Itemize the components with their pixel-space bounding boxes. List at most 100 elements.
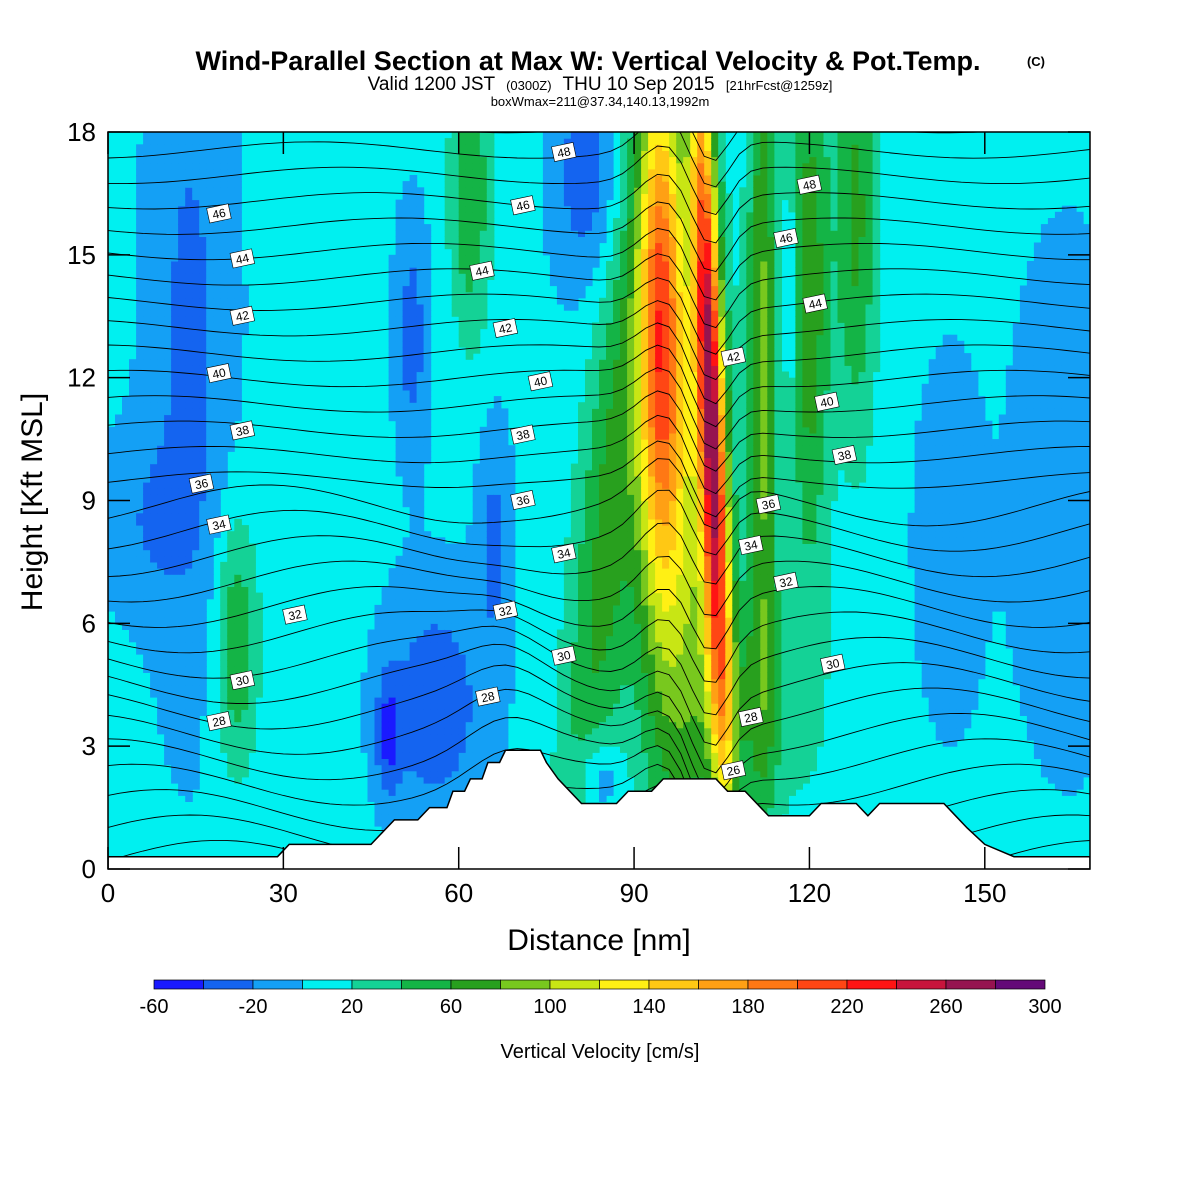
- velocity-cell: [627, 340, 635, 348]
- velocity-cell: [164, 525, 172, 532]
- velocity-cell: [599, 426, 607, 434]
- velocity-cell: [472, 715, 481, 723]
- velocity-cell: [662, 574, 670, 581]
- velocity-cell: [570, 267, 579, 274]
- velocity-cell: [241, 709, 249, 716]
- velocity-cell: [227, 267, 235, 274]
- velocity-cell: [634, 740, 642, 747]
- velocity-cell: [578, 175, 586, 182]
- velocity-cell: [416, 807, 425, 815]
- velocity-cell: [479, 531, 488, 538]
- velocity-cell: [500, 623, 509, 630]
- velocity-cell: [592, 138, 600, 145]
- velocity-cell: [178, 611, 186, 618]
- velocity-cell: [613, 568, 621, 575]
- velocity-cell: [409, 801, 418, 809]
- velocity-cell: [556, 746, 565, 753]
- velocity-cell: [164, 420, 172, 428]
- velocity-cell: [662, 181, 670, 188]
- velocity-cell: [563, 181, 572, 188]
- velocity-cell: [634, 525, 642, 532]
- velocity-cell: [192, 242, 200, 250]
- velocity-cell: [150, 168, 158, 176]
- velocity-cell: [129, 396, 137, 403]
- velocity-cell: [402, 795, 411, 802]
- velocity-cell: [143, 359, 151, 366]
- velocity-cell: [648, 598, 656, 606]
- velocity-cell: [416, 518, 425, 526]
- velocity-cell: [192, 776, 200, 784]
- velocity-cell: [171, 340, 179, 348]
- velocity-cell: [136, 500, 144, 508]
- velocity-cell: [500, 518, 509, 526]
- velocity-cell: [199, 279, 207, 287]
- velocity-cell: [662, 666, 670, 673]
- velocity-cell: [171, 211, 179, 219]
- velocity-cell: [409, 420, 418, 428]
- velocity-cell: [122, 617, 130, 624]
- velocity-cell: [108, 543, 116, 551]
- velocity-cell: [620, 138, 628, 145]
- velocity-cell: [157, 224, 165, 231]
- velocity-cell: [655, 482, 663, 489]
- velocity-cell: [648, 715, 656, 723]
- velocity-cell: [662, 678, 670, 686]
- velocity-cell: [662, 703, 670, 710]
- velocity-cell: [185, 611, 193, 618]
- velocity-cell: [150, 666, 158, 673]
- velocity-cell: [129, 432, 137, 440]
- velocity-cell: [360, 715, 369, 723]
- velocity-cell: [585, 647, 593, 655]
- velocity-cell: [599, 672, 607, 680]
- velocity-cell: [479, 647, 488, 655]
- velocity-cell: [437, 580, 446, 587]
- velocity-cell: [451, 697, 460, 704]
- velocity-cell: [143, 518, 151, 526]
- velocity-cell: [395, 463, 404, 471]
- velocity-cell: [395, 248, 404, 256]
- velocity-cell: [570, 715, 579, 723]
- velocity-cell: [648, 193, 656, 201]
- velocity-cell: [479, 144, 488, 151]
- velocity-cell: [178, 733, 186, 741]
- velocity-cell: [220, 138, 228, 145]
- velocity-cell: [150, 328, 158, 336]
- velocity-cell: [213, 316, 221, 323]
- velocity-cell: [192, 359, 200, 366]
- velocity-cell: [479, 580, 488, 587]
- velocity-cell: [234, 586, 242, 594]
- velocity-cell: [599, 463, 607, 471]
- velocity-cell: [599, 789, 607, 796]
- velocity-cell: [430, 776, 439, 784]
- velocity-cell: [143, 604, 151, 612]
- velocity-cell: [136, 285, 144, 293]
- velocity-cell: [599, 322, 607, 330]
- velocity-cell: [585, 518, 593, 526]
- velocity-cell: [157, 580, 165, 587]
- velocity-cell: [178, 776, 186, 784]
- velocity-cell: [578, 156, 586, 164]
- velocity-cell: [578, 678, 586, 686]
- velocity-cell: [220, 261, 228, 268]
- velocity-cell: [627, 248, 635, 256]
- velocity-cell: [549, 193, 558, 201]
- velocity-cell: [402, 592, 411, 600]
- velocity-cell: [634, 733, 642, 741]
- velocity-cell: [395, 592, 404, 600]
- velocity-cell: [136, 340, 144, 348]
- velocity-cell: [129, 537, 137, 544]
- velocity-cell: [185, 549, 193, 557]
- velocity-cell: [157, 690, 165, 698]
- velocity-cell: [220, 285, 228, 293]
- velocity-cell: [409, 666, 418, 673]
- velocity-cell: [444, 586, 453, 594]
- velocity-cell: [409, 261, 418, 268]
- velocity-cell: [374, 654, 383, 661]
- velocity-cell: [129, 377, 137, 385]
- velocity-cell: [178, 304, 186, 311]
- velocity-cell: [479, 156, 488, 164]
- velocity-cell: [585, 445, 593, 452]
- velocity-cell: [669, 727, 677, 735]
- velocity-cell: [388, 709, 397, 716]
- velocity-cell: [150, 150, 158, 158]
